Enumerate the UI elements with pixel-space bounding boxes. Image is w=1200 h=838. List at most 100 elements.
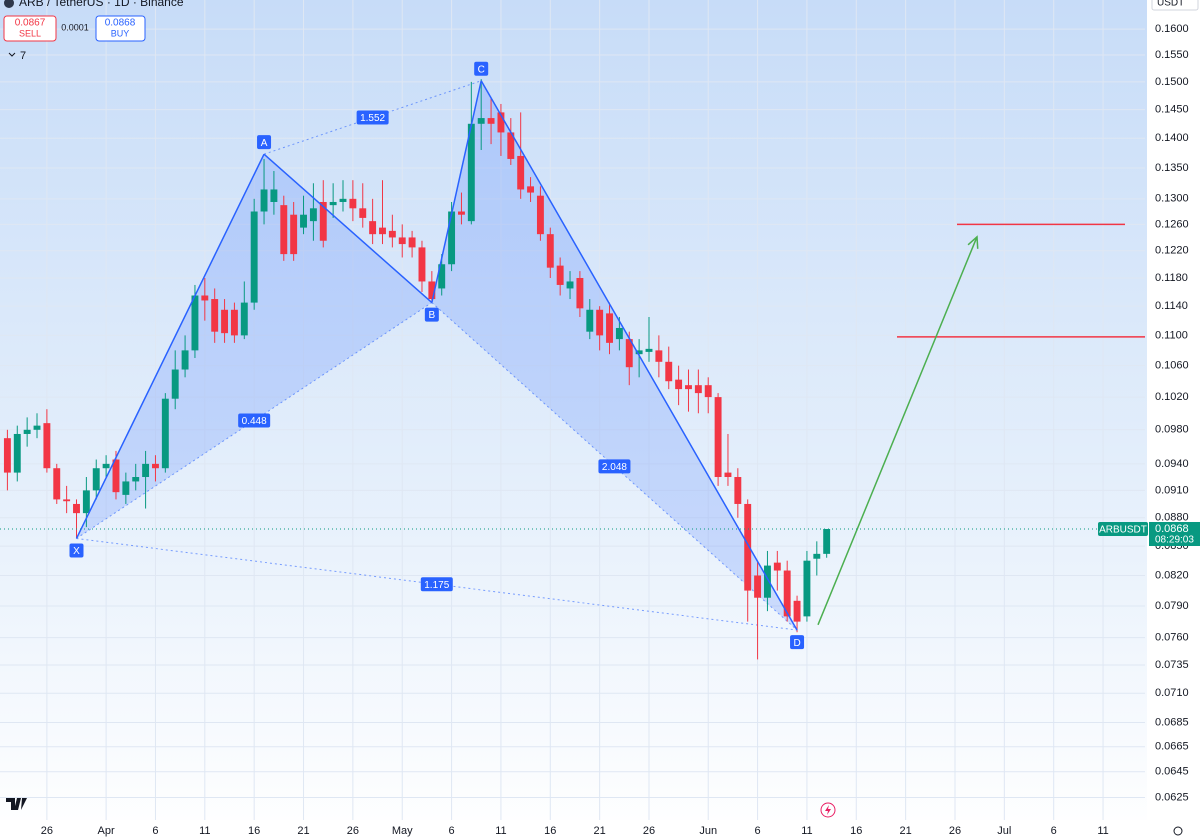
collapse-icon[interactable] bbox=[8, 52, 16, 57]
price-tag bbox=[1149, 521, 1200, 546]
ratio-box bbox=[598, 459, 631, 474]
x-tick-label: Apr bbox=[98, 825, 115, 837]
candle-body bbox=[517, 155, 525, 190]
x-tick-label: 21 bbox=[297, 825, 309, 837]
y-tick-label: 0.0665 bbox=[1155, 741, 1189, 753]
candle-body bbox=[142, 463, 150, 478]
x-tick-label: 21 bbox=[594, 825, 606, 837]
y-tick-label: 0.0735 bbox=[1155, 659, 1189, 671]
candle-body bbox=[724, 472, 732, 478]
x-tick-label: 21 bbox=[900, 825, 912, 837]
settings-icon[interactable] bbox=[1173, 826, 1183, 836]
pattern-point-label: B bbox=[429, 310, 436, 321]
x-tick-label: 11 bbox=[495, 825, 506, 837]
sell-label: SELL bbox=[19, 28, 41, 38]
lightning-icon[interactable] bbox=[820, 802, 836, 818]
candle-body bbox=[536, 195, 544, 235]
candle-body bbox=[458, 211, 465, 215]
y-tick-label: 0.1220 bbox=[1155, 245, 1189, 257]
pattern-point-label: C bbox=[478, 64, 485, 75]
candle-body bbox=[92, 468, 100, 491]
candle-body bbox=[477, 118, 485, 124]
symbol-tag-label: ARBUSDT bbox=[1099, 525, 1147, 536]
sell-price: 0.0867 bbox=[15, 18, 46, 29]
x-tick-label: 16 bbox=[248, 825, 260, 837]
ratio-box bbox=[356, 110, 389, 125]
y-tick-label: 0.1300 bbox=[1155, 193, 1189, 205]
candle-body bbox=[339, 198, 347, 202]
x-tick-label: 6 bbox=[449, 825, 455, 837]
spread: 0.0001 bbox=[61, 22, 89, 32]
buy-button[interactable] bbox=[95, 15, 146, 42]
candle-body bbox=[527, 186, 535, 193]
x-tick-label: 26 bbox=[643, 825, 655, 837]
price-axis bbox=[1147, 0, 1200, 838]
candle-body bbox=[823, 528, 831, 554]
pattern-point-label: A bbox=[261, 138, 268, 149]
pattern-ratio-line bbox=[76, 537, 798, 631]
candle-body bbox=[63, 499, 71, 502]
y-tick-label: 0.1500 bbox=[1155, 76, 1189, 88]
x-tick-label: Jul bbox=[997, 825, 1011, 837]
candle-body bbox=[586, 309, 594, 332]
pattern-leg bbox=[75, 153, 265, 539]
sell-button[interactable] bbox=[3, 15, 57, 42]
x-tick-label: Jun bbox=[699, 825, 717, 837]
currency-button[interactable] bbox=[1151, 0, 1199, 11]
y-tick-label: 0.0790 bbox=[1155, 600, 1189, 612]
candle-body bbox=[635, 350, 643, 355]
candle-body bbox=[507, 132, 515, 159]
y-tick-label: 0.1020 bbox=[1155, 391, 1189, 403]
y-tick-label: 0.1400 bbox=[1155, 132, 1189, 144]
candle-body bbox=[793, 600, 801, 622]
y-tick-label: 0.0625 bbox=[1155, 791, 1189, 803]
candle-body bbox=[329, 201, 337, 206]
candle-body bbox=[161, 398, 169, 469]
pattern-ratio-line bbox=[76, 302, 433, 539]
ratio-label: 1.175 bbox=[424, 580, 449, 591]
candle-body bbox=[665, 361, 673, 382]
y-tick-label: 0.0880 bbox=[1155, 512, 1189, 524]
y-tick-label: 0.1100 bbox=[1155, 329, 1188, 341]
x-tick-label: 11 bbox=[199, 825, 210, 837]
y-tick-label: 0.0685 bbox=[1155, 716, 1189, 728]
candle-body bbox=[33, 425, 41, 430]
ratio-label: 1.552 bbox=[360, 113, 385, 124]
candle-body bbox=[754, 575, 762, 598]
candle-body bbox=[615, 327, 623, 340]
ratio-label: 0.448 bbox=[242, 416, 267, 427]
candle-body bbox=[171, 369, 179, 399]
pattern-point-label: D bbox=[793, 638, 800, 649]
pattern-point bbox=[474, 61, 489, 76]
price-tag-label: 0.0868 bbox=[1155, 523, 1189, 535]
candle-body bbox=[43, 423, 51, 469]
candle-body bbox=[734, 477, 742, 504]
y-tick-label: 0.1450 bbox=[1155, 103, 1189, 115]
pattern-point bbox=[257, 135, 272, 150]
time-axis bbox=[0, 820, 1200, 838]
candle-body bbox=[685, 385, 692, 390]
y-tick-label: 0.1260 bbox=[1155, 218, 1189, 230]
candle-body bbox=[388, 230, 396, 238]
y-tick-label: 0.1060 bbox=[1155, 360, 1189, 372]
header: ARB / TetherUS · 1D · Binance 0.0867 SEL… bbox=[3, 0, 1199, 836]
pattern-ratio-line bbox=[263, 80, 482, 155]
x-tick-label: 6 bbox=[152, 825, 158, 837]
y-tick-label: 0.0980 bbox=[1155, 424, 1189, 436]
y-tick-label: 0.0910 bbox=[1155, 484, 1189, 496]
candle-body bbox=[359, 208, 367, 218]
countdown-label: 08:29:03 bbox=[1155, 535, 1194, 546]
grid bbox=[0, 0, 1145, 820]
candle-body bbox=[566, 281, 574, 289]
candle-body bbox=[773, 562, 781, 571]
candle-body bbox=[625, 339, 633, 368]
candle-body bbox=[783, 570, 791, 617]
pattern-fill bbox=[431, 80, 798, 631]
candle-body bbox=[448, 211, 456, 265]
candle-body bbox=[428, 281, 436, 300]
pattern-point bbox=[424, 307, 439, 322]
y-tick-label: 0.1140 bbox=[1155, 300, 1188, 312]
y-tick-label: 0.0820 bbox=[1155, 569, 1189, 581]
candle-body bbox=[813, 553, 821, 559]
